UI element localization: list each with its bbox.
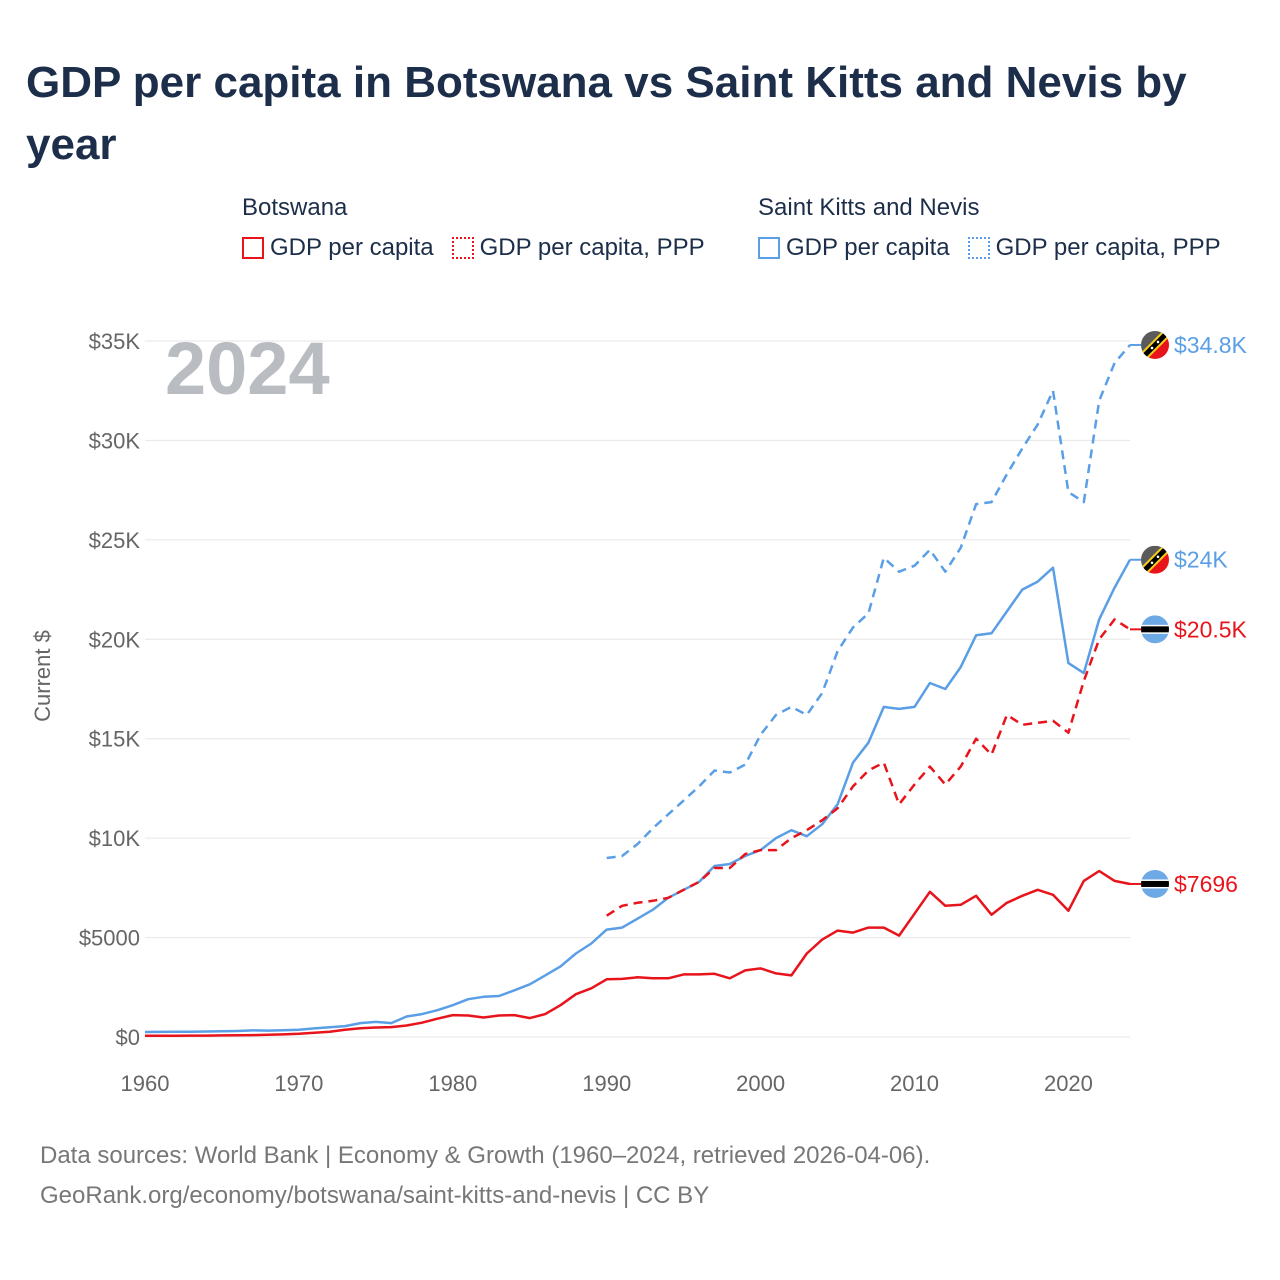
x-tick-label: 1990: [582, 1071, 631, 1096]
x-tick-label: 1980: [428, 1071, 477, 1096]
end-value-label: $34.8K: [1174, 332, 1248, 358]
legend-group-name: Saint Kitts and Nevis: [758, 194, 980, 221]
y-axis-label: Current $: [30, 630, 55, 722]
end-value-label: $20.5K: [1174, 616, 1248, 642]
y-tick-label: $30K: [89, 428, 141, 453]
legend-botswana: Botswana GDP per capita GDP per capita, …: [242, 194, 705, 262]
legend-item-skn-gdp[interactable]: GDP per capita: [758, 234, 950, 262]
legend-item-label: GDP per capita: [270, 234, 434, 261]
gridlines: [145, 340, 1130, 1038]
end-value-label: $24K: [1174, 547, 1228, 573]
y-tick-label: $5000: [79, 926, 140, 951]
legend-group-name: Botswana: [242, 194, 348, 221]
botswana-flag-icon: [1141, 869, 1169, 898]
legend-swatch-solid-blue-icon: [758, 237, 780, 259]
year-label: 2024: [165, 327, 330, 410]
y-axis-ticks: $0 $5000 $10K $15K $20K $25K $30K $35K: [79, 329, 141, 1050]
x-tick-label: 1960: [121, 1071, 170, 1096]
legend-swatch-dotted-red-icon: [451, 237, 474, 259]
chart-title: GDP per capita in Botswana vs Saint Kitt…: [26, 58, 1187, 169]
footer: Data sources: World Bank | Economy & Gro…: [40, 1136, 930, 1216]
botswana-flag-icon: [1141, 615, 1169, 644]
y-tick-label: $25K: [89, 528, 141, 553]
data-sources-text: Data sources: World Bank | Economy & Gro…: [40, 1142, 931, 1169]
x-tick-label: 1970: [274, 1071, 323, 1096]
x-tick-label: 2000: [736, 1071, 785, 1096]
y-tick-label: $0: [116, 1025, 140, 1050]
legend-item-label: GDP per capita: [786, 234, 950, 261]
legend-swatch-solid-red-icon: [242, 237, 264, 259]
legend-item-label: GDP per capita, PPP: [479, 234, 705, 261]
y-tick-label: $10K: [89, 826, 141, 851]
series-line: [606, 618, 1131, 917]
x-tick-label: 2020: [1044, 1071, 1093, 1096]
series-line: [606, 344, 1131, 860]
y-tick-label: $20K: [89, 627, 141, 652]
legend-item-skn-gdp-ppp[interactable]: GDP per capita, PPP: [967, 234, 1221, 262]
saint-kitts-flag-icon: [1141, 545, 1169, 574]
series-line: [145, 869, 1131, 1038]
legend-item-botswana-gdp-ppp[interactable]: GDP per capita, PPP: [451, 234, 705, 262]
saint-kitts-flag-icon: [1141, 330, 1169, 359]
x-axis-ticks: 1960 1970 1980 1990 2000 2010 2020: [121, 1071, 1093, 1096]
legend-saint-kitts-and-nevis: Saint Kitts and Nevis GDP per capita GDP…: [758, 194, 1221, 262]
legend-item-botswana-gdp[interactable]: GDP per capita: [242, 234, 434, 262]
legend-swatch-dotted-blue-icon: [967, 237, 990, 259]
series-lines: [144, 344, 1132, 1038]
source-link[interactable]: GeoRank.org/economy/botswana/saint-kitts…: [40, 1182, 710, 1209]
x-tick-label: 2010: [890, 1071, 939, 1096]
end-markers: $34.8K $24K $20.5K $7696: [1130, 330, 1248, 898]
y-tick-label: $15K: [89, 727, 141, 752]
legend-item-label: GDP per capita, PPP: [995, 234, 1221, 261]
y-tick-label: $35K: [89, 329, 141, 354]
end-value-label: $7696: [1174, 871, 1238, 897]
series-line: [144, 559, 1132, 1034]
